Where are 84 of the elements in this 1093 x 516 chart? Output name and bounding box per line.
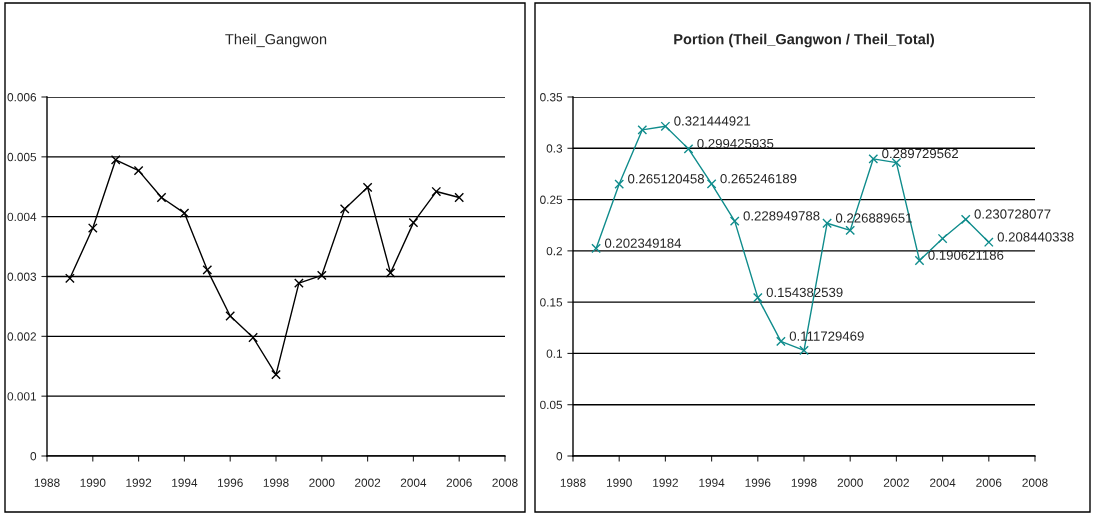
point — [454, 192, 465, 203]
x-tick-label: 2004 — [930, 478, 956, 487]
point — [408, 217, 419, 228]
data-label: 0.228949788 — [743, 211, 820, 221]
point — [316, 270, 327, 281]
point — [637, 124, 648, 135]
point — [983, 237, 994, 248]
point — [110, 154, 121, 165]
y-tick-label: 0.3 — [546, 144, 563, 153]
point — [729, 216, 740, 227]
y-tick-label: 0.006 — [7, 93, 37, 102]
y-tick-label: 0.15 — [540, 298, 563, 307]
x-tick-label: 2000 — [837, 478, 863, 487]
data-label: 0.321444921 — [674, 116, 751, 126]
x-tick-label: 1990 — [80, 478, 106, 487]
chart-title: Portion (Theil_Gangwon / Theil_Total) — [674, 33, 934, 48]
point — [914, 255, 925, 266]
x-tick-label: 1996 — [745, 478, 771, 487]
x-tick-label: 2006 — [446, 478, 472, 487]
x-tick-label: 1992 — [126, 478, 152, 487]
y-tick-label: 0.004 — [7, 212, 37, 222]
point — [248, 332, 258, 343]
y-tick-label: 0.35 — [540, 93, 563, 102]
point — [752, 292, 763, 303]
x-tick-label: 1992 — [653, 478, 678, 487]
y-tick-label: 0.1 — [546, 349, 563, 358]
point — [683, 144, 694, 154]
point — [179, 208, 190, 218]
data-label: 0.289729562 — [882, 148, 959, 159]
data-label: 0.190621186 — [928, 250, 1004, 260]
data-label: 0.265246189 — [720, 173, 797, 184]
x-tick-label: 1996 — [217, 478, 243, 487]
x-tick-label: 1994 — [699, 478, 725, 487]
x-tick-label: 1990 — [606, 478, 632, 487]
y-tick-label: 0.001 — [7, 392, 37, 401]
x-tick-label: 1994 — [172, 478, 198, 487]
x-tick-label: 1998 — [263, 478, 289, 487]
point — [868, 153, 879, 164]
point — [614, 179, 625, 189]
y-tick-label: 0 — [556, 452, 563, 461]
point — [960, 214, 971, 225]
x-tick-label: 2002 — [355, 478, 381, 487]
point — [271, 369, 281, 380]
point — [845, 225, 856, 236]
point — [706, 179, 717, 189]
y-tick-label: 0.25 — [540, 195, 563, 204]
point — [385, 268, 396, 278]
point — [362, 182, 373, 193]
x-tick-label: 2006 — [976, 478, 1002, 487]
point — [431, 186, 442, 197]
point — [822, 218, 832, 229]
point — [799, 345, 809, 356]
x-tick-label: 2004 — [400, 478, 427, 487]
point — [87, 223, 98, 233]
data-label: 0.202349184 — [604, 238, 682, 248]
y-tick-label: 0.002 — [7, 332, 36, 341]
y-tick-label: 0.003 — [7, 272, 37, 281]
data-label: 0.265120458 — [628, 174, 705, 184]
point — [156, 192, 167, 203]
point — [660, 121, 671, 132]
point — [133, 165, 144, 176]
y-tick-label: 0.005 — [7, 152, 37, 162]
chart-title: Theil_Gangwon — [225, 33, 327, 48]
y-tick-label: 0 — [30, 452, 37, 461]
data-label: 0.230728077 — [974, 209, 1051, 219]
x-tick-label: 1988 — [560, 478, 586, 487]
point — [294, 278, 304, 288]
point — [591, 243, 601, 254]
point — [225, 311, 236, 321]
point — [202, 265, 213, 275]
y-tick-label: 0.05 — [540, 400, 563, 410]
x-tick-label: 1988 — [34, 478, 60, 487]
point — [937, 233, 948, 244]
point — [65, 273, 75, 284]
x-tick-label: 2002 — [883, 478, 909, 487]
point — [776, 336, 786, 347]
x-tick-label: 2008 — [492, 478, 518, 487]
x-tick-label: 1998 — [791, 478, 817, 487]
y-tick-label: 0.2 — [546, 246, 562, 256]
data-label: 0.208440338 — [997, 232, 1074, 242]
x-tick-label: 2008 — [1022, 478, 1048, 487]
x-tick-label: 2000 — [309, 478, 335, 487]
data-label: 0.299425935 — [697, 138, 774, 149]
point — [339, 204, 350, 214]
